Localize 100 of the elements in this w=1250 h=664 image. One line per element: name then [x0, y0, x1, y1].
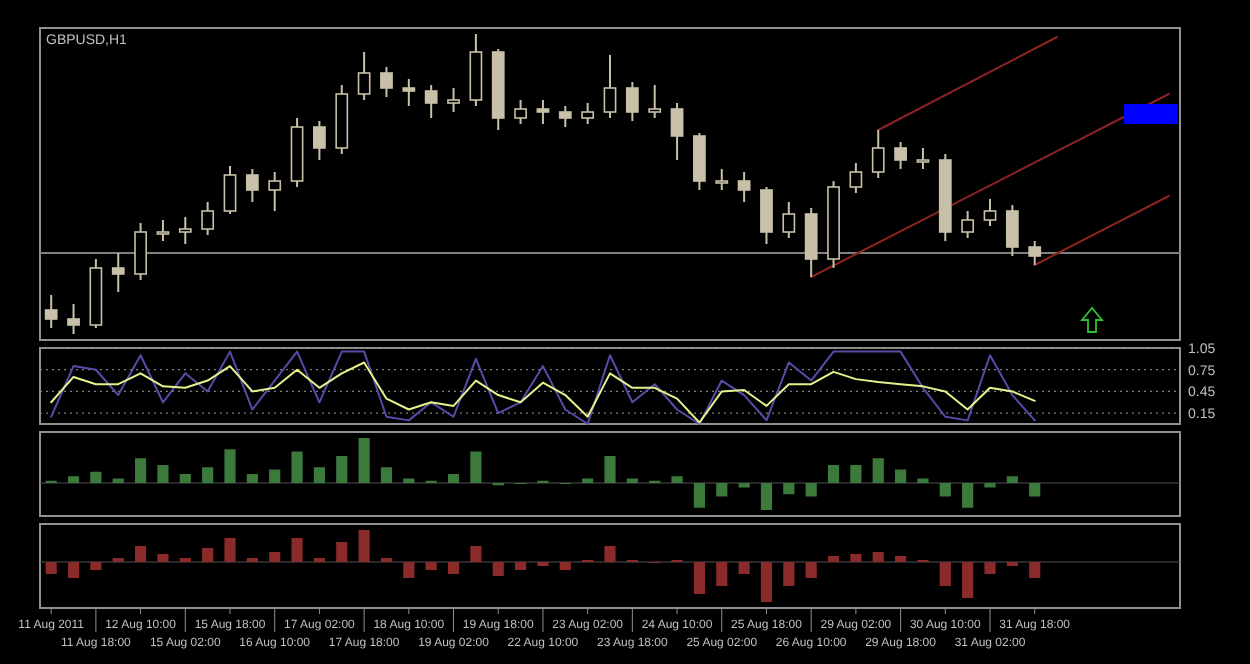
- bar: [336, 456, 348, 483]
- bar: [716, 562, 728, 586]
- bar: [850, 554, 862, 562]
- candlestick: [558, 105, 572, 128]
- bar: [269, 552, 281, 562]
- candlestick: [223, 165, 237, 215]
- bar: [202, 548, 214, 562]
- bar: [805, 562, 817, 578]
- candlestick: [44, 294, 58, 329]
- candlestick: [648, 84, 662, 119]
- bar: [447, 474, 460, 483]
- bar: [425, 562, 437, 570]
- candlestick: [760, 186, 773, 245]
- bar: [872, 552, 884, 562]
- bar: [336, 542, 348, 562]
- bar: [962, 483, 974, 508]
- candlestick: [782, 201, 796, 239]
- bar: [671, 476, 683, 483]
- candlestick: [536, 99, 550, 125]
- candlestick: [111, 252, 125, 293]
- bar: [895, 556, 907, 562]
- candlestick: [67, 303, 80, 335]
- candlestick: [894, 141, 907, 170]
- bar: [716, 483, 728, 497]
- bar: [135, 546, 147, 562]
- candlestick: [424, 84, 438, 119]
- candlestick: [737, 171, 751, 203]
- candlestick: [693, 132, 706, 191]
- bar: [1029, 562, 1041, 578]
- bar: [313, 467, 325, 483]
- bar: [1006, 476, 1018, 483]
- candlestick: [380, 66, 393, 98]
- bar: [760, 562, 773, 602]
- bar: [67, 476, 80, 483]
- bar: [179, 474, 191, 483]
- candlestick: [357, 51, 371, 101]
- candlestick: [514, 99, 527, 125]
- candlestick: [178, 216, 192, 245]
- candlestick: [156, 219, 170, 242]
- candlestick: [849, 162, 863, 194]
- bar: [45, 562, 57, 574]
- candlestick: [1028, 240, 1042, 266]
- line-series: [50, 350, 1036, 425]
- candlestick: [268, 171, 282, 212]
- bar: [358, 530, 370, 562]
- bar: [358, 438, 370, 483]
- bar: [895, 469, 907, 483]
- bar: [157, 465, 169, 483]
- candlestick: [134, 222, 147, 281]
- bar: [783, 483, 795, 495]
- bar: [157, 554, 169, 562]
- bar: [805, 483, 817, 497]
- candlestick: [402, 78, 416, 107]
- bar: [470, 546, 482, 562]
- bar: [135, 458, 147, 483]
- bar: [515, 562, 527, 570]
- bar: [693, 562, 705, 594]
- bar: [224, 538, 236, 562]
- bar: [559, 562, 571, 570]
- bar: [738, 562, 750, 574]
- bar: [760, 483, 773, 510]
- bar: [939, 562, 951, 586]
- candlestick: [804, 207, 818, 278]
- bar: [850, 465, 862, 483]
- bar: [604, 456, 616, 483]
- bar: [447, 562, 460, 574]
- candlestick: [313, 120, 326, 161]
- candlestick: [201, 201, 215, 236]
- bar: [827, 556, 840, 562]
- bar: [269, 469, 281, 483]
- candlestick: [469, 33, 483, 107]
- bar: [246, 474, 258, 483]
- candlestick: [603, 54, 617, 119]
- bar: [291, 451, 303, 483]
- candlestick: [245, 168, 259, 203]
- line-series: [50, 361, 1036, 424]
- bar: [604, 546, 616, 562]
- bar: [403, 562, 415, 578]
- candlestick: [715, 168, 729, 191]
- bar: [872, 458, 884, 483]
- candlestick: [670, 102, 684, 161]
- bar: [693, 483, 705, 508]
- bar: [827, 465, 840, 483]
- bar: [202, 467, 214, 483]
- candlestick: [625, 81, 639, 122]
- candlestick: [581, 102, 595, 125]
- bar: [470, 451, 482, 483]
- candlestick: [983, 198, 997, 227]
- bar: [67, 562, 80, 578]
- candlestick: [871, 129, 885, 179]
- candlestick: [447, 87, 460, 113]
- bar: [291, 538, 303, 562]
- bar: [492, 562, 504, 576]
- bar: [939, 483, 951, 497]
- candlestick: [961, 210, 975, 239]
- bar: [783, 562, 795, 586]
- candlestick: [916, 147, 930, 170]
- bar: [380, 467, 393, 483]
- bar: [90, 562, 102, 570]
- bar: [1029, 483, 1041, 497]
